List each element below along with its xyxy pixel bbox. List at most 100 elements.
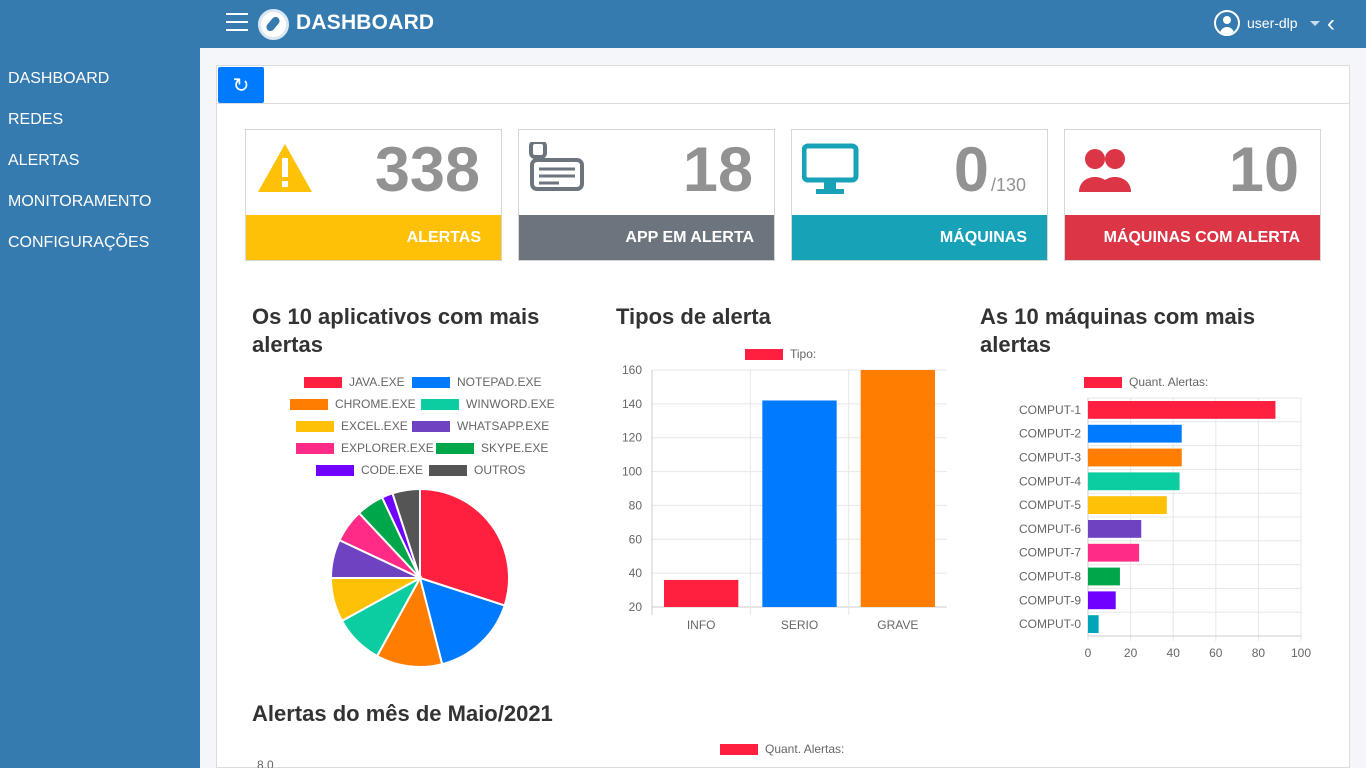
user-menu[interactable]: user-dlp [1214, 10, 1320, 36]
legend-item: OUTROS [429, 463, 525, 477]
y-tick-label: 100 [622, 465, 642, 479]
month-legend: Quant. Alertas: [720, 742, 844, 756]
legend-item: NOTEPAD.EXE [412, 375, 541, 389]
bar-chart-title: Tipos de alerta [616, 304, 771, 329]
legend-item: WINWORD.EXE [421, 397, 555, 411]
stat-main-value: 0 [953, 135, 989, 205]
y-tick-label: 60 [629, 532, 643, 546]
legend-label: NOTEPAD.EXE [457, 375, 542, 389]
y-tick-label: 140 [622, 397, 642, 411]
month-chart-title: Alertas do mês de Maio/2021 [252, 701, 553, 726]
y-tick-label: COMPUT-4 [1019, 474, 1081, 488]
card-icon [529, 142, 584, 191]
chevron-left-icon[interactable]: ‹ [1327, 10, 1335, 37]
sidebar-item-alertas[interactable]: ALERTAS [8, 152, 80, 169]
legend-color-box [412, 377, 450, 389]
warning-icon [258, 144, 312, 192]
stat-value: 10 [1228, 135, 1299, 205]
hbar-chart-title: As 10 máquinas com mais alertas [980, 304, 1256, 357]
sidebar-item-dashboard[interactable]: DASHBOARD [8, 70, 110, 87]
sidebar-item-redes[interactable]: REDES [8, 111, 64, 128]
sidebar-item-configuracoes[interactable]: CONFIGURAÇÕES [8, 234, 150, 251]
legend-color-box [421, 399, 459, 411]
users-icon [1079, 149, 1131, 192]
sidebar: DASHBOARD REDES ALERTAS MONITORAMENTO CO… [0, 48, 200, 768]
stat-card-maquinas: 0/130 MÁQUINAS [791, 129, 1048, 261]
y-tick-label: COMPUT-0 [1019, 617, 1081, 631]
legend-item: SKYPE.EXE [436, 441, 548, 455]
legend-item: CHROME.EXE [290, 397, 416, 411]
y-tick-label: COMPUT-9 [1019, 593, 1081, 607]
x-tick-label: SERIO [781, 618, 818, 632]
pie-chart [329, 487, 510, 668]
stat-value: 338 [374, 135, 480, 205]
legend-item: WHATSAPP.EXE [412, 419, 549, 433]
x-tick-label: INFO [687, 618, 716, 632]
x-tick-label: 60 [1209, 646, 1223, 660]
menu-icon[interactable] [226, 13, 248, 31]
legend-color-box [296, 443, 334, 455]
y-tick-label: COMPUT-3 [1019, 451, 1081, 465]
legend-color-box [745, 349, 783, 361]
legend-label: Tipo: [790, 347, 817, 361]
legend-label: Quant. Alertas: [1129, 375, 1209, 389]
user-name: user-dlp [1247, 15, 1298, 31]
pie-slice [419, 487, 510, 607]
page-title: DASHBOARD [296, 11, 435, 34]
y-tick-label: 160 [622, 363, 642, 377]
stat-label: MÁQUINAS [792, 215, 1047, 260]
y-tick-label: 80 [629, 498, 643, 512]
legend-color-box [316, 465, 354, 477]
bar [1088, 472, 1180, 491]
stat-value: 0/130 [954, 134, 1026, 206]
legend-label: EXCEL.EXE [341, 419, 408, 433]
legend-label: JAVA.EXE [349, 375, 405, 389]
pie-slice [391, 487, 421, 579]
bar [1088, 520, 1142, 538]
stat-card-maquinas-alerta: 10 MÁQUINAS COM ALERTA [1064, 129, 1321, 261]
stat-label: ALERTAS [246, 215, 501, 260]
bar [1088, 401, 1276, 419]
bar [1088, 448, 1182, 467]
bar [1088, 591, 1116, 610]
horizontal-bar-chart: 0 20 40 60 80 100 COMPUT-1 COMPUT-2 COMPUT-3 COMP… [1019, 397, 1311, 660]
legend-item: EXPLORER.EXE [296, 441, 434, 455]
month-first-tick: 8.0 [257, 758, 274, 768]
legend-color-box [412, 421, 450, 433]
legend-color-box [296, 421, 334, 433]
legend-label: CODE.EXE [361, 463, 424, 477]
y-tick-label: COMPUT-8 [1019, 570, 1081, 584]
x-tick-label: 20 [1124, 646, 1138, 660]
y-tick-label: COMPUT-2 [1019, 427, 1081, 441]
legend-color-box [436, 443, 474, 455]
legend-label: EXPLORER.EXE [341, 441, 434, 455]
bar [1088, 424, 1182, 443]
bar-chart: 20 40 60 80 100 120 140 160 INFO SERIO GRAVE [622, 363, 947, 632]
x-tick-label: 40 [1167, 646, 1181, 660]
dashboard-logo [258, 9, 289, 40]
legend-label: Quant. Alertas: [765, 742, 845, 756]
legend-item: CODE.EXE [316, 463, 423, 477]
bar [860, 370, 935, 607]
bar [1088, 543, 1140, 562]
y-tick-label: COMPUT-6 [1019, 522, 1081, 536]
chevron-down-icon [1309, 20, 1320, 26]
legend-label: WINWORD.EXE [466, 397, 555, 411]
x-tick-label: 0 [1085, 646, 1092, 660]
legend-color-box [720, 744, 758, 756]
y-tick-label: 120 [622, 431, 642, 445]
sidebar-item-monitoramento[interactable]: MONITORAMENTO [8, 193, 152, 210]
bar [762, 400, 837, 607]
bar [1088, 615, 1099, 633]
refresh-button[interactable]: ↻ [218, 67, 264, 103]
legend-label: OUTROS [474, 463, 526, 477]
hbar-legend: Quant. Alertas: [1084, 375, 1208, 389]
pie-chart-title: Os 10 aplicativos com mais alertas [252, 304, 540, 357]
y-tick-label: COMPUT-5 [1019, 498, 1081, 512]
x-tick-label: 80 [1252, 646, 1266, 660]
pie-slice [375, 575, 444, 668]
bar [1088, 496, 1167, 514]
stat-label: APP EM ALERTA [519, 215, 774, 260]
panel-header: ↻ [217, 66, 1349, 104]
legend-label: WHATSAPP.EXE [457, 419, 550, 433]
